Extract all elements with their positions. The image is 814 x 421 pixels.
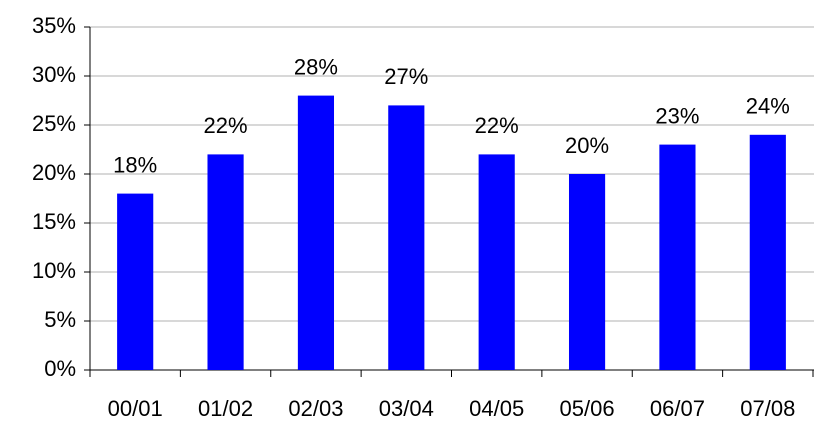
value-label: 27% xyxy=(384,64,428,89)
x-tick-label: 04/05 xyxy=(469,396,524,421)
bar xyxy=(568,174,606,370)
x-tick-label: 00/01 xyxy=(108,396,163,421)
bar xyxy=(388,105,425,371)
x-tick-label: 06/07 xyxy=(650,396,705,421)
x-tick-label: 03/04 xyxy=(379,396,434,421)
y-tick-label: 0% xyxy=(44,356,76,381)
value-label: 20% xyxy=(565,133,609,158)
x-tick-label: 02/03 xyxy=(288,396,343,421)
value-label: 28% xyxy=(294,54,338,79)
value-label: 22% xyxy=(204,113,248,138)
bar xyxy=(478,154,515,370)
x-tick-label: 05/06 xyxy=(560,396,615,421)
x-tick-label: 01/02 xyxy=(198,396,253,421)
value-label: 18% xyxy=(113,152,157,177)
y-tick-label: 25% xyxy=(32,111,76,136)
bar xyxy=(659,144,696,370)
y-tick-label: 15% xyxy=(32,209,76,234)
y-tick-label: 30% xyxy=(32,62,76,87)
bar xyxy=(207,154,244,370)
y-tick-label: 35% xyxy=(32,13,76,38)
y-tick-label: 20% xyxy=(32,160,76,185)
y-tick-label: 5% xyxy=(44,307,76,332)
x-tick-label: 07/08 xyxy=(740,396,795,421)
bar xyxy=(117,193,154,370)
value-label: 24% xyxy=(746,94,790,119)
bar xyxy=(297,95,335,370)
value-label: 22% xyxy=(475,113,519,138)
bar xyxy=(749,134,786,370)
y-tick-label: 10% xyxy=(32,258,76,283)
value-label: 23% xyxy=(655,103,699,128)
